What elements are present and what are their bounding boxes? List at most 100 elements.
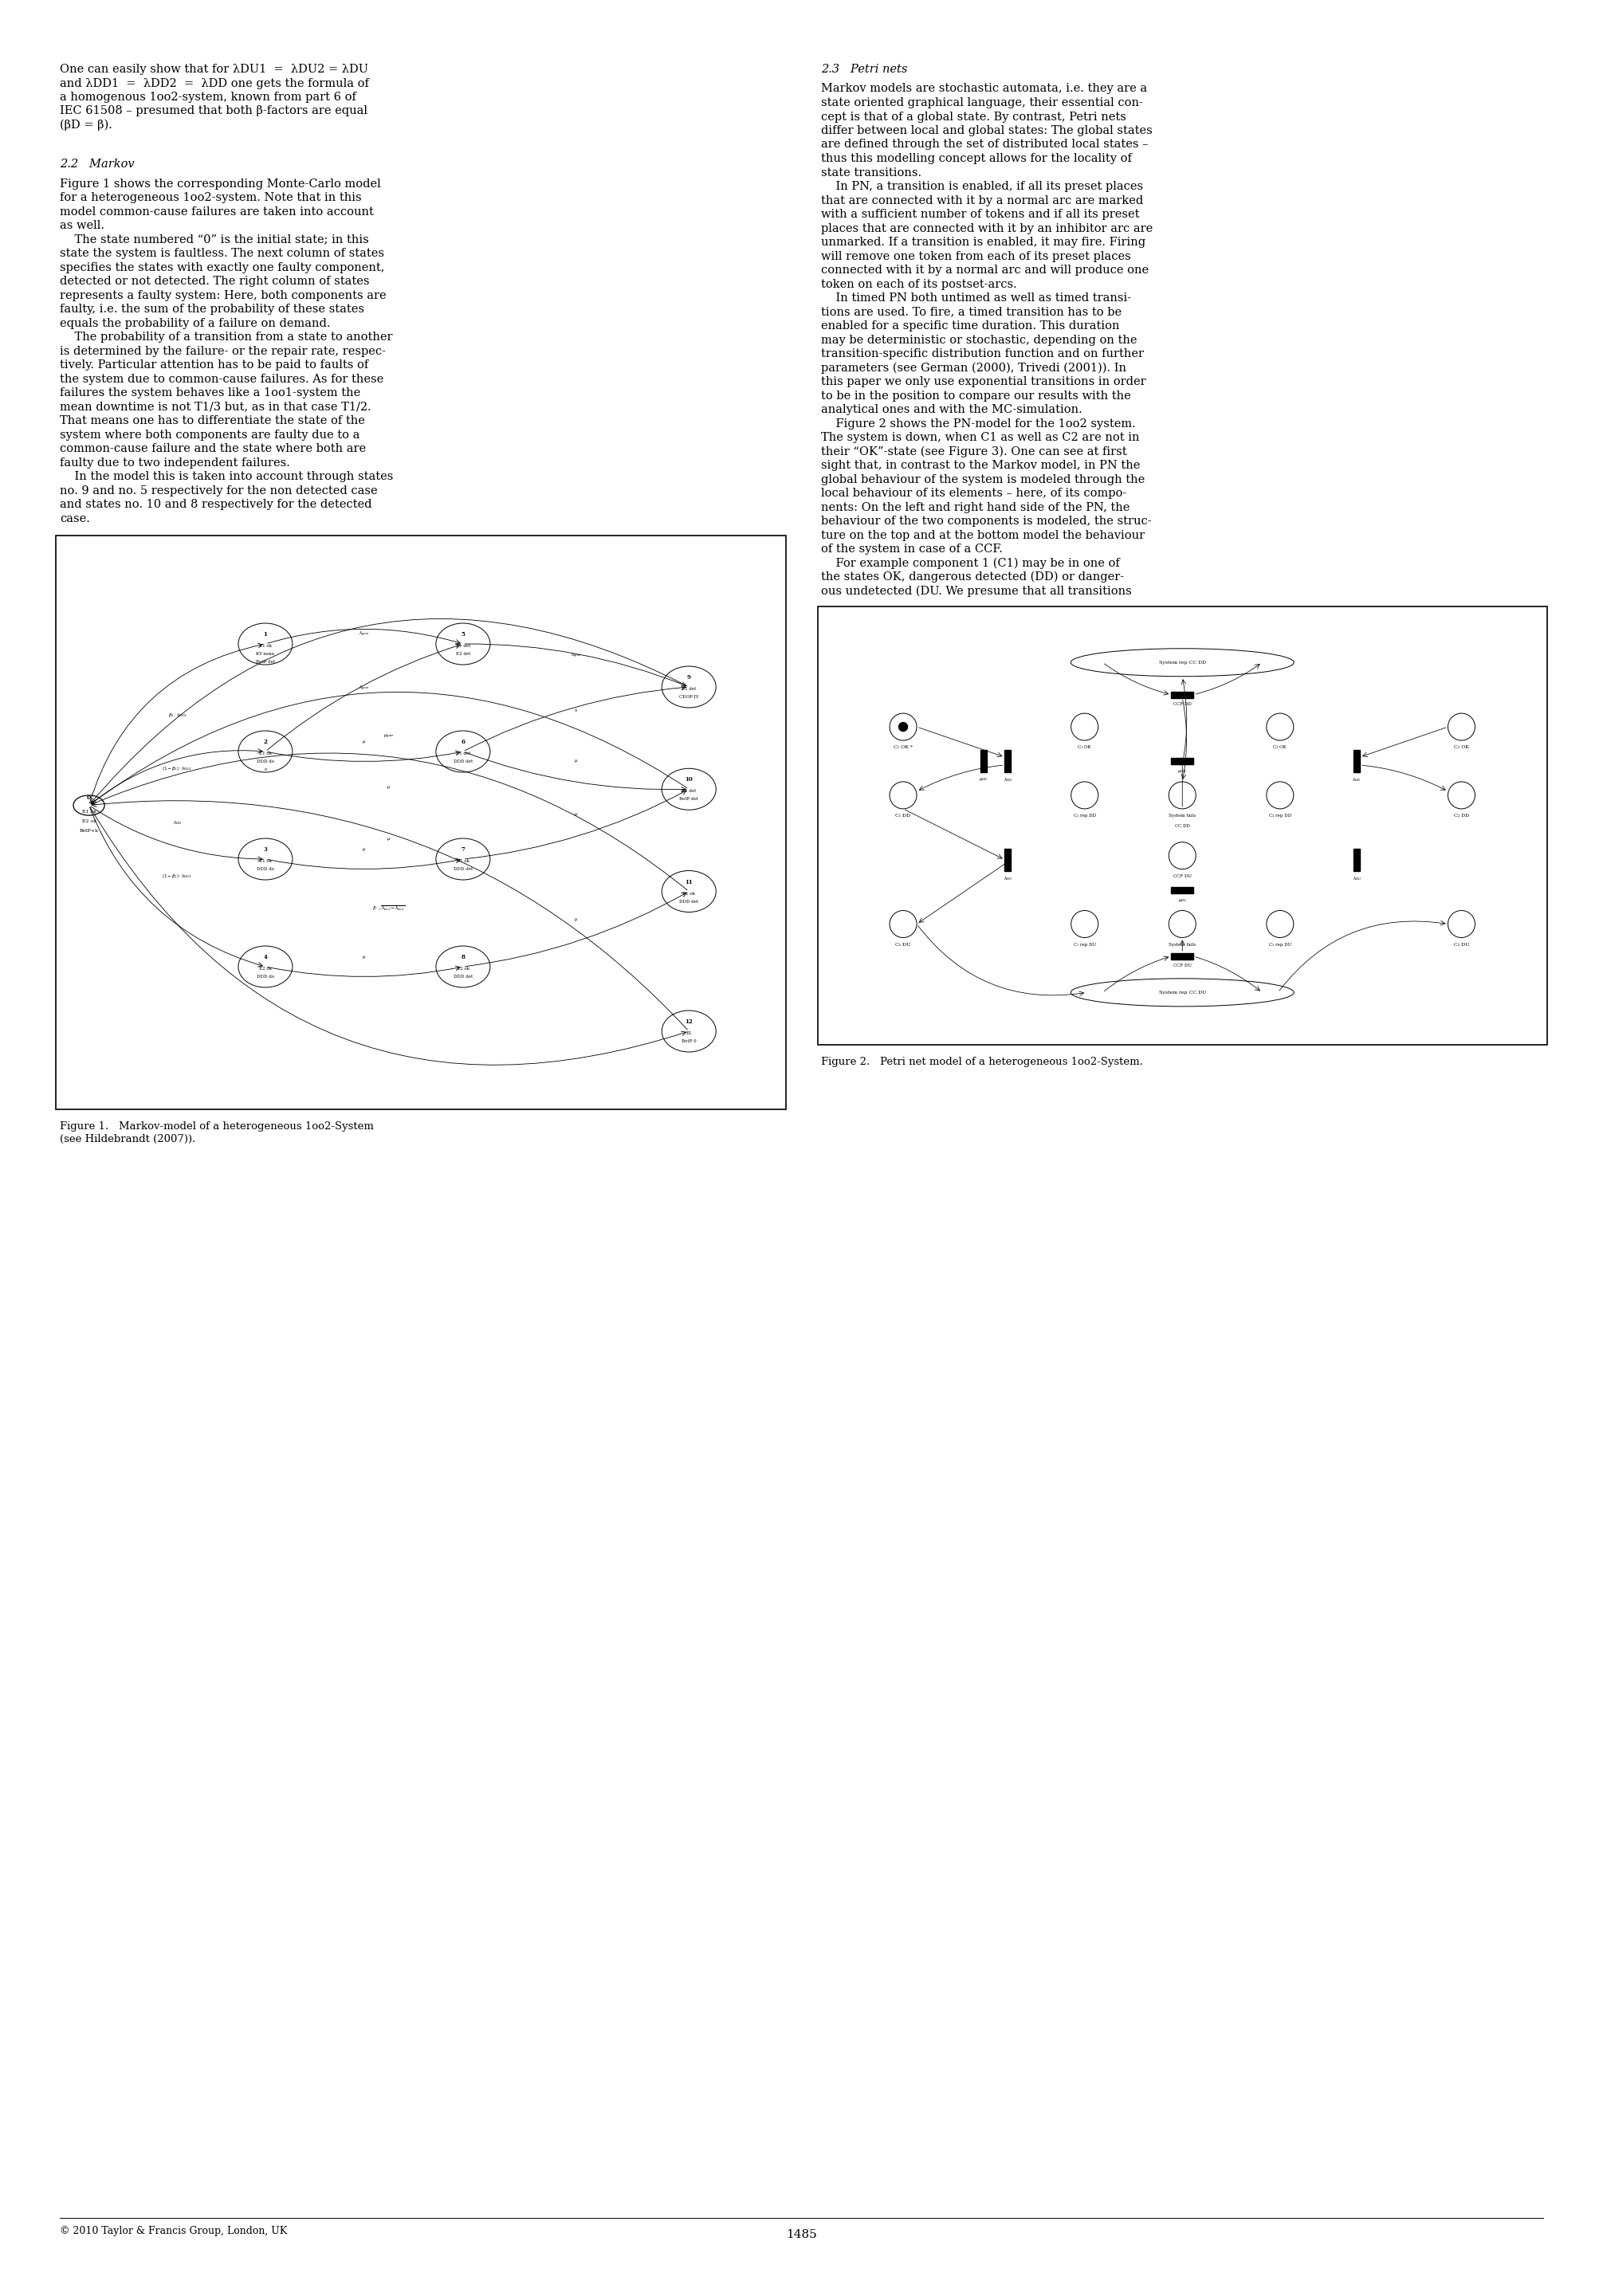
Text: cept is that of a global state. By contrast, Petri nets: cept is that of a global state. By contr… — [821, 110, 1127, 122]
Text: C₁ rep DU: C₁ rep DU — [1074, 941, 1096, 946]
Text: E1 ok: E1 ok — [457, 859, 470, 863]
Text: as well.: as well. — [59, 220, 104, 232]
Text: token on each of its postset-arcs.: token on each of its postset-arcs. — [821, 278, 1018, 289]
Text: 4: 4 — [263, 953, 268, 960]
Text: are defined through the set of distributed local states –: are defined through the set of distribut… — [821, 140, 1149, 149]
Text: $\lambda_{DU}$: $\lambda_{DU}$ — [1003, 875, 1013, 882]
Text: $\mu_{gree}$: $\mu_{gree}$ — [383, 732, 394, 739]
Text: C₁ DD: C₁ DD — [896, 813, 911, 817]
Text: local behaviour of its elements – here, of its compo-: local behaviour of its elements – here, … — [821, 487, 1127, 498]
Text: for a heterogeneous 1oo2-system. Note that in this: for a heterogeneous 1oo2-system. Note th… — [59, 193, 362, 204]
Text: sight that, in contrast to the Markov model, in PN the: sight that, in contrast to the Markov mo… — [821, 459, 1141, 471]
Text: E1 det: E1 det — [681, 790, 696, 792]
Text: 10: 10 — [684, 776, 692, 783]
Text: no. 9 and no. 5 respectively for the non detected case: no. 9 and no. 5 respectively for the non… — [59, 484, 378, 496]
Text: 3: 3 — [263, 847, 268, 852]
Text: of the system in case of a CCF.: of the system in case of a CCF. — [821, 544, 1003, 556]
Text: 7: 7 — [462, 847, 465, 852]
Text: DDD det: DDD det — [680, 900, 699, 902]
Text: $\mu$: $\mu$ — [574, 916, 579, 923]
Text: $\mu$: $\mu$ — [386, 836, 391, 843]
Text: Markov models are stochastic automata, i.e. they are a: Markov models are stochastic automata, i… — [821, 83, 1148, 94]
Text: In the model this is taken into account through states: In the model this is taken into account … — [59, 471, 393, 482]
Text: $(1-\beta_1)\cdot\lambda_{DU2}$: $(1-\beta_1)\cdot\lambda_{DU2}$ — [162, 765, 192, 771]
Text: differ between local and global states: The global states: differ between local and global states: … — [821, 124, 1153, 135]
Text: E1 det: E1 det — [455, 751, 470, 755]
Text: the states OK, dangerous detected (DD) or danger-: the states OK, dangerous detected (DD) o… — [821, 572, 1124, 583]
Text: thus this modelling concept allows for the locality of: thus this modelling concept allows for t… — [821, 154, 1132, 165]
Text: E2 det: E2 det — [455, 652, 470, 657]
Text: $\mu$: $\mu$ — [362, 847, 367, 852]
Text: System fails: System fails — [1169, 941, 1196, 946]
Text: $\mu$: $\mu$ — [574, 758, 579, 765]
Text: and λDD1  =  λDD2  =  λDD one gets the formula of: and λDD1 = λDD2 = λDD one gets the formu… — [59, 78, 369, 90]
Text: $\lambda_{DD}$: $\lambda_{DD}$ — [173, 820, 181, 827]
Text: with a sufficient number of tokens and if all its preset: with a sufficient number of tokens and i… — [821, 209, 1140, 220]
Text: mean downtime is not T1/3 but, as in that case T1/2.: mean downtime is not T1/3 but, as in tha… — [59, 402, 372, 413]
Text: System rep CC DU: System rep CC DU — [1159, 990, 1205, 994]
Text: CC DD: CC DD — [1175, 824, 1189, 829]
Text: The probability of a transition from a state to another: The probability of a transition from a s… — [59, 331, 393, 342]
Text: 5: 5 — [462, 631, 465, 638]
Text: specifies the states with exactly one faulty component,: specifies the states with exactly one fa… — [59, 262, 385, 273]
Text: 8: 8 — [462, 953, 465, 960]
Text: IEC 61508 – presumed that both β-factors are equal: IEC 61508 – presumed that both β-factors… — [59, 106, 367, 117]
Text: C₁ rep DD: C₁ rep DD — [1074, 813, 1096, 817]
Text: places that are connected with it by an inhibitor arc are: places that are connected with it by an … — [821, 223, 1153, 234]
Text: that are connected with it by a normal arc are marked: that are connected with it by a normal a… — [821, 195, 1143, 207]
Text: enabled for a specific time duration. This duration: enabled for a specific time duration. Th… — [821, 321, 1120, 331]
Text: will remove one token from each of its preset places: will remove one token from each of its p… — [821, 250, 1132, 262]
Text: That means one has to differentiate the state of the: That means one has to differentiate the … — [59, 416, 365, 427]
Text: 9: 9 — [688, 675, 691, 680]
Text: $\mu$: $\mu$ — [386, 785, 391, 790]
Text: ous undetected (DU. We presume that all transitions: ous undetected (DU. We presume that all … — [821, 585, 1132, 597]
Text: 6: 6 — [462, 739, 465, 746]
Text: nents: On the left and right hand side of the PN, the: nents: On the left and right hand side o… — [821, 503, 1130, 512]
Text: Figure 2 shows the PN-model for the 1oo2 system.: Figure 2 shows the PN-model for the 1oo2… — [821, 418, 1137, 429]
Text: and states no. 10 and 8 respectively for the detected: and states no. 10 and 8 respectively for… — [59, 498, 372, 510]
Text: DDD do: DDD do — [256, 760, 274, 765]
Circle shape — [899, 723, 907, 730]
Text: System rep CC DD: System rep CC DD — [1159, 661, 1205, 664]
Bar — [1005, 751, 1011, 771]
Text: 0: 0 — [87, 794, 91, 801]
Text: faulty, i.e. the sum of the probability of these states: faulty, i.e. the sum of the probability … — [59, 303, 364, 315]
Text: transition-specific distribution function and on further: transition-specific distribution functio… — [821, 349, 1145, 360]
Text: $\mu_{DU}$: $\mu_{DU}$ — [1178, 898, 1186, 902]
Text: 2.2   Markov: 2.2 Markov — [59, 158, 135, 170]
Text: E2 ok: E2 ok — [82, 820, 96, 822]
Text: DDD do: DDD do — [256, 868, 274, 870]
Text: $\lambda_{DU}$: $\lambda_{DU}$ — [1353, 875, 1361, 882]
Text: C₂ rep DD: C₂ rep DD — [1268, 813, 1292, 817]
Text: E1 ok: E1 ok — [260, 859, 273, 863]
Text: BetP 0: BetP 0 — [681, 1040, 696, 1042]
Text: E1 ok: E1 ok — [683, 891, 696, 895]
Text: state transitions.: state transitions. — [821, 168, 922, 179]
Text: may be deterministic or stochastic, depending on the: may be deterministic or stochastic, depe… — [821, 335, 1138, 344]
Text: state oriented graphical language, their essential con-: state oriented graphical language, their… — [821, 96, 1143, 108]
Bar — [1353, 850, 1359, 870]
Text: Figure 1 shows the corresponding Monte-Carlo model: Figure 1 shows the corresponding Monte-C… — [59, 179, 382, 188]
Text: One can easily show that for λDU1  =  λDU2 = λDU: One can easily show that for λDU1 = λDU2… — [59, 64, 369, 76]
Text: C₁ OK *: C₁ OK * — [893, 746, 912, 748]
Text: The system is down, when C1 as well as C2 are not in: The system is down, when C1 as well as C… — [821, 432, 1140, 443]
Text: DDD det: DDD det — [454, 976, 473, 978]
Text: system where both components are faulty due to a: system where both components are faulty … — [59, 429, 359, 441]
Text: E1 det: E1 det — [455, 643, 470, 647]
Text: $\mu$: $\mu$ — [574, 810, 579, 817]
Bar — [56, 535, 785, 1109]
Text: connected with it by a normal arc and will produce one: connected with it by a normal arc and wi… — [821, 264, 1149, 276]
Text: C₂ DD: C₂ DD — [1454, 813, 1468, 817]
Text: parameters (see German (2000), Trivedi (2001)). In: parameters (see German (2000), Trivedi (… — [821, 363, 1127, 374]
Text: BetP det: BetP det — [256, 659, 276, 664]
Text: 1: 1 — [263, 631, 268, 638]
Text: failures the system behaves like a 1oo1-system the: failures the system behaves like a 1oo1-… — [59, 388, 361, 400]
Text: faulty due to two independent failures.: faulty due to two independent failures. — [59, 457, 290, 468]
Bar — [818, 606, 1547, 1045]
Text: E1: E1 — [686, 1031, 692, 1035]
Text: E1 ok: E1 ok — [260, 751, 273, 755]
Text: state the system is faultless. The next column of states: state the system is faultless. The next … — [59, 248, 385, 259]
Text: the system due to common-cause failures. As for these: the system due to common-cause failures.… — [59, 374, 383, 383]
Text: CDOP IV: CDOP IV — [680, 696, 699, 698]
Text: The state numbered “0” is the initial state; in this: The state numbered “0” is the initial st… — [59, 234, 369, 246]
